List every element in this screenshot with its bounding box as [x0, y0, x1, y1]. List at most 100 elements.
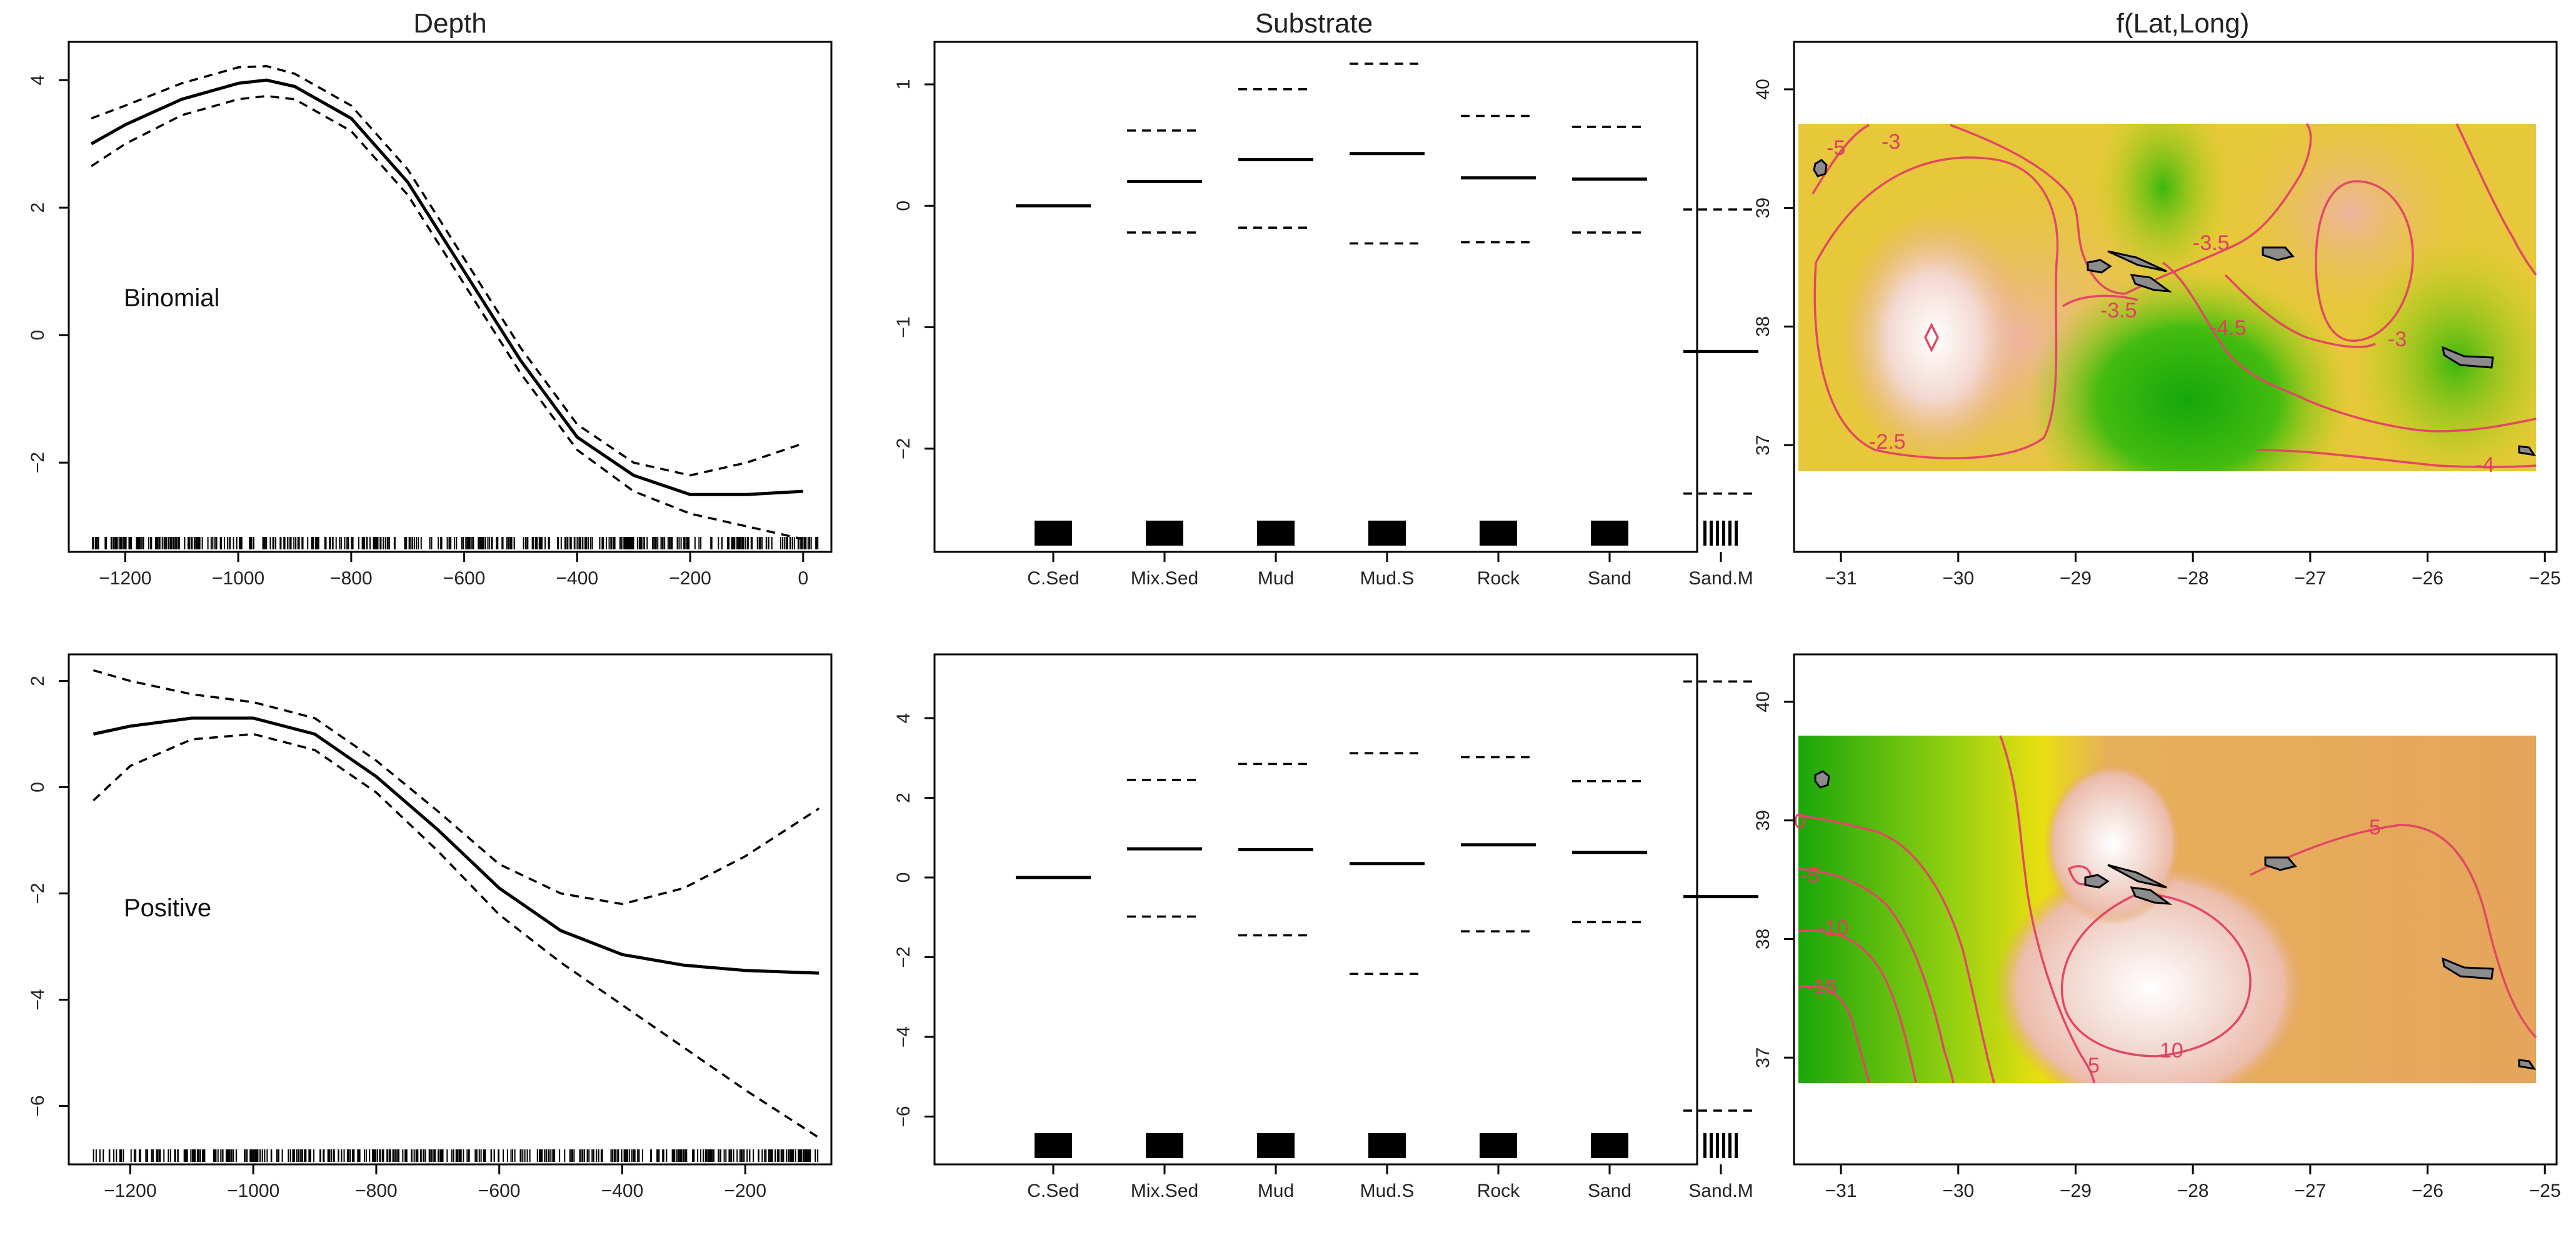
y-tick-label: 2 — [28, 676, 48, 686]
x-tick-label: −400 — [601, 1181, 644, 1201]
rug-tick — [1710, 1133, 1713, 1158]
plot-frame — [933, 653, 1698, 1166]
contour-line — [1798, 929, 1917, 1084]
island-shape — [2107, 864, 2167, 889]
x-tick-label: −1200 — [99, 568, 151, 589]
rug-block — [1035, 521, 1072, 546]
y-tick-label: 2 — [28, 202, 48, 213]
contour-label: -4 — [2475, 453, 2494, 477]
substrate-binomial-marks — [1016, 62, 1758, 495]
x-tick-label: −25 — [2529, 568, 2561, 589]
x-tick-label: Mix.Sed — [1131, 1181, 1198, 1201]
x-tick-label: Mix.Sed — [1131, 568, 1198, 589]
rug-tick — [1728, 521, 1732, 546]
x-tick-label: −600 — [478, 1181, 521, 1201]
contour-label: -3.5 — [2100, 299, 2137, 322]
y-tick-label: 39 — [1753, 810, 1773, 831]
substrate-binomial-axes: −2 −1 0 1 C.Sed Mix.Sed Mud Mud.S Rock Sand Sand.M — [893, 79, 1753, 589]
panel-latlong-binomial: f(Lat,Long) -5 -3 -3.5 -3 — [1753, 8, 2561, 589]
y-tick-label: 38 — [1753, 316, 1773, 337]
y-tick-label: 1 — [893, 79, 914, 90]
x-tick-label: −800 — [330, 568, 373, 589]
contour-label: -4.5 — [2210, 316, 2247, 340]
heatmap-surface-top — [1798, 124, 2536, 471]
y-tick-label: 37 — [1753, 1048, 1773, 1068]
x-tick-label: −27 — [2294, 568, 2326, 589]
rug-block — [1146, 1133, 1183, 1158]
island-shape — [2130, 274, 2173, 292]
y-tick-label: −1 — [893, 316, 914, 338]
contour-line — [2125, 122, 2312, 295]
x-tick-label: −800 — [355, 1181, 398, 1201]
depth-positive-axes: −6 −4 −2 0 2 −1200 −1000 −800 −600 −400 −200 — [28, 676, 766, 1201]
substrate-positive-marks — [1016, 680, 1758, 1112]
x-tick-label: −1000 — [212, 568, 264, 589]
rug-block — [1257, 521, 1295, 546]
island-shape — [2107, 250, 2167, 272]
x-tick-label: −26 — [2412, 568, 2443, 589]
contour-label: -5 — [1800, 864, 1819, 888]
latlong-binomial-axes: −31 −30 −29 −28 −27 −26 −25 37 38 39 40 — [1753, 79, 2561, 589]
rug-tick — [1703, 521, 1706, 546]
y-tick-label: 37 — [1753, 435, 1773, 456]
contour-line — [1798, 814, 1995, 1084]
island-shape — [1813, 159, 1828, 178]
x-tick-label: −28 — [2177, 1181, 2209, 1201]
contour-line — [2060, 892, 2252, 1058]
y-tick-label: 0 — [893, 872, 914, 883]
y-tick-label: 39 — [1753, 198, 1773, 218]
heatmap-surface-bottom — [1798, 736, 2536, 1083]
x-tick-label: Mud.S — [1360, 1181, 1415, 1201]
contour-label: -3 — [2388, 328, 2407, 351]
y-tick-label: −2 — [893, 438, 914, 459]
x-tick-label: Mud.S — [1360, 568, 1415, 589]
plot-frame — [1793, 653, 2558, 1166]
island-shape — [2518, 1059, 2537, 1071]
x-tick-label: −1000 — [227, 1181, 279, 1201]
series-fit-line — [93, 716, 819, 975]
island-shape — [2264, 856, 2297, 871]
x-tick-label: −30 — [1942, 568, 1974, 589]
rug-tick — [1716, 521, 1719, 546]
rug-block — [1591, 1133, 1628, 1158]
island-shape — [2442, 957, 2494, 980]
plot-frame — [933, 41, 1698, 553]
depth-positive-rug — [93, 1149, 819, 1162]
panel-depth-positive: Positive −6−4−202−1200 −1000 −800 −600 −400−… — [28, 653, 833, 1201]
panel-latlong-positive: 0 -5 -10 -15 5 10 5 −31 −30 −29 −28 −27 −26 −2… — [1753, 653, 2561, 1201]
series-lower-line — [93, 732, 820, 1139]
island-shape — [2518, 445, 2537, 457]
x-tick-label: −25 — [2529, 1181, 2561, 1201]
contour-label: 10 — [2160, 1039, 2183, 1062]
contour-line — [1798, 868, 1955, 1084]
contour-line — [1798, 984, 1870, 1084]
substrate-binomial-rug — [1035, 521, 1738, 546]
island-shape — [2130, 886, 2173, 905]
depth-binomial-marks — [90, 65, 804, 541]
rug-block — [1368, 521, 1406, 546]
plot-frame — [68, 41, 833, 553]
rug-block — [1035, 1133, 1072, 1158]
contour-line — [2062, 294, 2138, 308]
x-tick-label: −600 — [443, 568, 486, 589]
panel-title-depth: Depth — [413, 8, 486, 39]
rug-tick — [1735, 521, 1738, 546]
x-tick-label: Rock — [1477, 568, 1520, 589]
x-tick-label: −27 — [2294, 1181, 2326, 1201]
series-upper-line — [91, 65, 804, 477]
binomial-label: Binomial — [124, 284, 219, 312]
series-upper-line — [93, 669, 820, 906]
island-shape — [2442, 346, 2494, 369]
y-tick-label: −4 — [893, 1026, 914, 1048]
contour-line — [1924, 322, 1939, 352]
x-tick-label: −1200 — [104, 1181, 156, 1201]
contour-line — [1999, 735, 2095, 1084]
rug-block — [1480, 521, 1517, 546]
panel-substrate-binomial: Substrate −2 −1 0 1 C.Sed Mix.Sed Mud Mud.S Rock… — [893, 8, 1758, 589]
y-tick-label: 2 — [893, 792, 914, 803]
x-tick-label: Sand.M — [1688, 1181, 1753, 1201]
rug-tick — [1716, 1133, 1719, 1158]
plot-frame — [68, 653, 833, 1166]
panel-substrate-positive: −6 −4 −2 0 2 4 C.Sed Mix.Sed Mud Mud.S Rock Sand San… — [893, 653, 1758, 1201]
panel-title-latlong: f(Lat,Long) — [2117, 8, 2250, 39]
